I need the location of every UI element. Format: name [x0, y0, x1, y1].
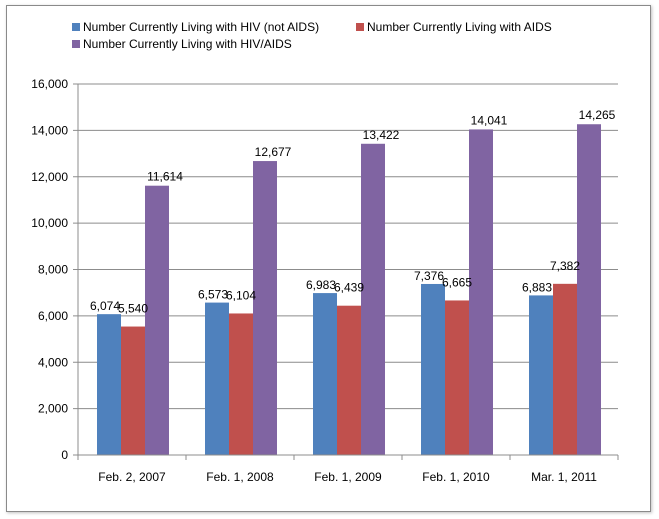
- bar: [97, 314, 121, 455]
- data-label: 6,104: [226, 288, 256, 302]
- data-label: 6,665: [442, 275, 472, 289]
- y-tick-label: 0: [61, 448, 68, 462]
- data-label: 6,883: [522, 280, 552, 294]
- data-label: 14,265: [579, 108, 616, 122]
- data-label: 6,983: [306, 278, 336, 292]
- y-tick-label: 2,000: [38, 402, 68, 416]
- legend-swatch: [356, 23, 364, 31]
- data-label: 6,439: [334, 281, 364, 295]
- bar: [361, 143, 385, 455]
- data-label: 6,573: [198, 288, 228, 302]
- bar: [145, 185, 169, 455]
- bar: [121, 326, 145, 455]
- y-tick-label: 4,000: [38, 355, 68, 369]
- bar: [577, 124, 601, 455]
- data-label: 12,677: [255, 145, 292, 159]
- bar: [253, 161, 277, 455]
- data-label: 7,376: [414, 269, 444, 283]
- x-tick-label: Feb. 2, 2007: [98, 470, 166, 484]
- data-label: 7,382: [550, 259, 580, 273]
- legend: Number Currently Living with HIV (not AI…: [72, 20, 552, 51]
- y-tick-label: 12,000: [31, 170, 68, 184]
- y-tick-label: 8,000: [38, 263, 68, 277]
- bar: [205, 302, 229, 455]
- bar: [529, 295, 553, 455]
- y-tick-label: 6,000: [38, 309, 68, 323]
- bar: [337, 305, 361, 455]
- x-tick-label: Mar. 1, 2011: [531, 470, 597, 484]
- y-tick-label: 14,000: [31, 123, 68, 137]
- bar: [469, 129, 493, 455]
- axes: 0 2,000 4,000 6,000 8,000 10,000 12,000 14,000 1…: [31, 77, 619, 484]
- legend-label: Number Currently Living with AIDS: [367, 20, 552, 34]
- bar: [553, 283, 577, 455]
- legend-swatch: [72, 40, 80, 48]
- legend-label: Number Currently Living with HIV/AIDS: [83, 37, 292, 51]
- data-label: 5,540: [118, 302, 148, 316]
- legend-label: Number Currently Living with HIV (not AI…: [83, 20, 319, 34]
- data-label: 13,422: [363, 128, 400, 142]
- data-labels: 6,074 6,573 6,983 7,376 6,883 5,540 6,104 6,439…: [90, 108, 616, 315]
- bar: [229, 313, 253, 455]
- data-label: 11,614: [147, 170, 183, 184]
- legend-swatch: [72, 23, 80, 31]
- data-label: 6,074: [90, 299, 120, 313]
- bar: [421, 283, 445, 455]
- y-tick-label: 16,000: [31, 77, 68, 91]
- x-tick-label: Feb. 1, 2008: [206, 470, 274, 484]
- bar: [313, 293, 337, 455]
- x-tick-label: Feb. 1, 2009: [314, 470, 382, 484]
- y-tick-label: 10,000: [31, 216, 68, 230]
- x-tick-label: Feb. 1, 2010: [422, 470, 490, 484]
- bar: [445, 300, 469, 455]
- data-label: 14,041: [471, 113, 508, 127]
- bars: [97, 124, 601, 455]
